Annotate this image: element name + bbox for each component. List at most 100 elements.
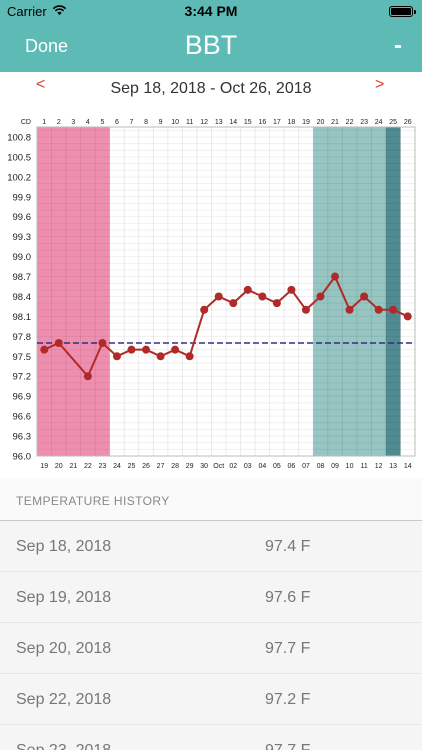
wifi-icon bbox=[52, 5, 67, 16]
cycle-day-label: 5 bbox=[100, 119, 104, 126]
temperature-point bbox=[243, 285, 252, 294]
y-tick-label: 96.9 bbox=[13, 392, 32, 403]
temperature-point bbox=[171, 345, 180, 354]
cycle-day-label: 1 bbox=[42, 119, 46, 126]
temperature-point bbox=[287, 285, 296, 294]
cycle-day-label: 16 bbox=[258, 119, 266, 126]
carrier-label: Carrier bbox=[7, 4, 47, 19]
history-row[interactable]: Sep 23, 2018 97.7 F bbox=[0, 725, 422, 750]
temperature-point bbox=[156, 352, 165, 361]
y-tick-label: 99.0 bbox=[13, 252, 32, 263]
history-header: TEMPERATURE HISTORY bbox=[0, 478, 422, 521]
previous-range-button[interactable]: < bbox=[36, 76, 46, 93]
history-date: Sep 22, 2018 bbox=[16, 691, 112, 708]
temperature-point bbox=[331, 272, 340, 281]
cycle-day-label: 12 bbox=[200, 119, 208, 126]
cycle-day-label: 9 bbox=[159, 119, 163, 126]
temperature-point bbox=[112, 352, 121, 361]
date-tick-label: 19 bbox=[40, 463, 48, 470]
cycle-day-label: 22 bbox=[346, 119, 354, 126]
history-temp: 97.4 F bbox=[265, 538, 311, 555]
date-tick-label: 25 bbox=[128, 463, 136, 470]
y-tick-label: 97.8 bbox=[13, 332, 32, 343]
cycle-day-label: 13 bbox=[215, 119, 223, 126]
date-tick-label: 13 bbox=[389, 463, 397, 470]
cycle-day-label: 2 bbox=[57, 119, 61, 126]
cycle-day-label: 23 bbox=[360, 119, 368, 126]
date-tick-label: 22 bbox=[84, 463, 92, 470]
temperature-point bbox=[98, 339, 107, 348]
history-temp: 97.7 F bbox=[265, 742, 310, 750]
cycle-day-label: 7 bbox=[130, 119, 134, 126]
done-button[interactable]: Done bbox=[25, 36, 69, 56]
temperature-point bbox=[142, 345, 151, 354]
temperature-point bbox=[301, 305, 310, 314]
date-tick-label: 05 bbox=[273, 463, 281, 470]
history-date: Sep 23, 2018 bbox=[16, 742, 111, 750]
temperature-point bbox=[185, 352, 194, 361]
temperature-point bbox=[258, 292, 267, 301]
cycle-day-label: 6 bbox=[115, 119, 119, 126]
temperature-point bbox=[40, 345, 49, 354]
temperature-point bbox=[229, 299, 238, 308]
date-tick-label: 08 bbox=[317, 463, 325, 470]
date-tick-label: 21 bbox=[69, 463, 77, 470]
temperature-point bbox=[83, 372, 92, 381]
y-tick-label: 100.5 bbox=[7, 152, 31, 163]
temperature-point bbox=[214, 292, 223, 301]
date-tick-label: 09 bbox=[331, 463, 339, 470]
history-row[interactable]: Sep 22, 2018 97.2 F bbox=[0, 674, 422, 725]
remove-button[interactable]: - bbox=[394, 32, 402, 59]
status-time: 3:44 PM bbox=[184, 3, 238, 19]
temperature-point bbox=[403, 312, 412, 321]
cycle-day-label: 8 bbox=[144, 119, 148, 126]
history-row[interactable]: Sep 19, 2018 97.6 F bbox=[0, 572, 422, 623]
y-tick-label: 96.0 bbox=[13, 452, 32, 463]
temperature-point bbox=[345, 305, 354, 314]
history-header-label: TEMPERATURE HISTORY bbox=[16, 494, 170, 508]
date-tick-label: 20 bbox=[55, 463, 63, 470]
date-tick-label: 14 bbox=[404, 463, 412, 470]
y-tick-label: 99.6 bbox=[13, 212, 32, 223]
history-row[interactable]: Sep 20, 2018 97.7 F bbox=[0, 623, 422, 674]
cycle-day-label: 19 bbox=[302, 119, 310, 126]
status-bar: Carrier 3:44 PM bbox=[0, 0, 422, 22]
cycle-day-label: 25 bbox=[389, 119, 397, 126]
cycle-day-label: 26 bbox=[404, 119, 412, 126]
y-tick-label: 99.3 bbox=[13, 232, 32, 243]
period-band bbox=[37, 127, 110, 456]
date-tick-label: 27 bbox=[157, 463, 165, 470]
plot-border bbox=[36, 126, 416, 457]
temperature-point bbox=[374, 305, 383, 314]
battery-icon bbox=[389, 6, 416, 17]
date-tick-label: 02 bbox=[229, 463, 237, 470]
y-tick-label: 98.4 bbox=[13, 292, 32, 303]
page-title: BBT bbox=[184, 30, 238, 60]
cycle-day-label: 17 bbox=[273, 119, 281, 126]
ovulation-band bbox=[385, 127, 401, 456]
y-tick-label: 100.2 bbox=[7, 172, 31, 183]
temperature-point bbox=[360, 292, 369, 301]
date-tick-label: 23 bbox=[99, 463, 107, 470]
y-tick-label: 98.1 bbox=[13, 312, 32, 323]
date-tick-label: 30 bbox=[200, 463, 208, 470]
nav-bar: Done BBT - bbox=[0, 22, 422, 72]
history-list: Sep 18, 2018 97.4 F Sep 19, 2018 97.6 F … bbox=[0, 521, 422, 750]
temperature-point bbox=[389, 305, 398, 314]
y-tick-label: 96.6 bbox=[13, 412, 32, 423]
y-tick-label: 97.2 bbox=[13, 372, 32, 383]
next-range-button[interactable]: > bbox=[375, 76, 385, 93]
history-date: Sep 20, 2018 bbox=[16, 640, 112, 657]
cycle-day-label: 24 bbox=[375, 119, 383, 126]
date-tick-label: 11 bbox=[360, 463, 367, 470]
y-tick-label: 100.8 bbox=[7, 132, 31, 143]
date-tick-label: 12 bbox=[375, 463, 383, 470]
date-tick-label: 06 bbox=[288, 463, 296, 470]
temperature-point bbox=[200, 305, 209, 314]
temperature-point bbox=[54, 339, 63, 348]
date-range-bar: < Sep 18, 2018 - Oct 26, 2018 > bbox=[0, 72, 422, 108]
date-tick-label: Oct bbox=[213, 463, 224, 470]
history-date: Sep 19, 2018 bbox=[16, 589, 112, 606]
history-row[interactable]: Sep 18, 2018 97.4 F bbox=[0, 521, 422, 572]
cycle-day-label: 18 bbox=[288, 119, 296, 126]
